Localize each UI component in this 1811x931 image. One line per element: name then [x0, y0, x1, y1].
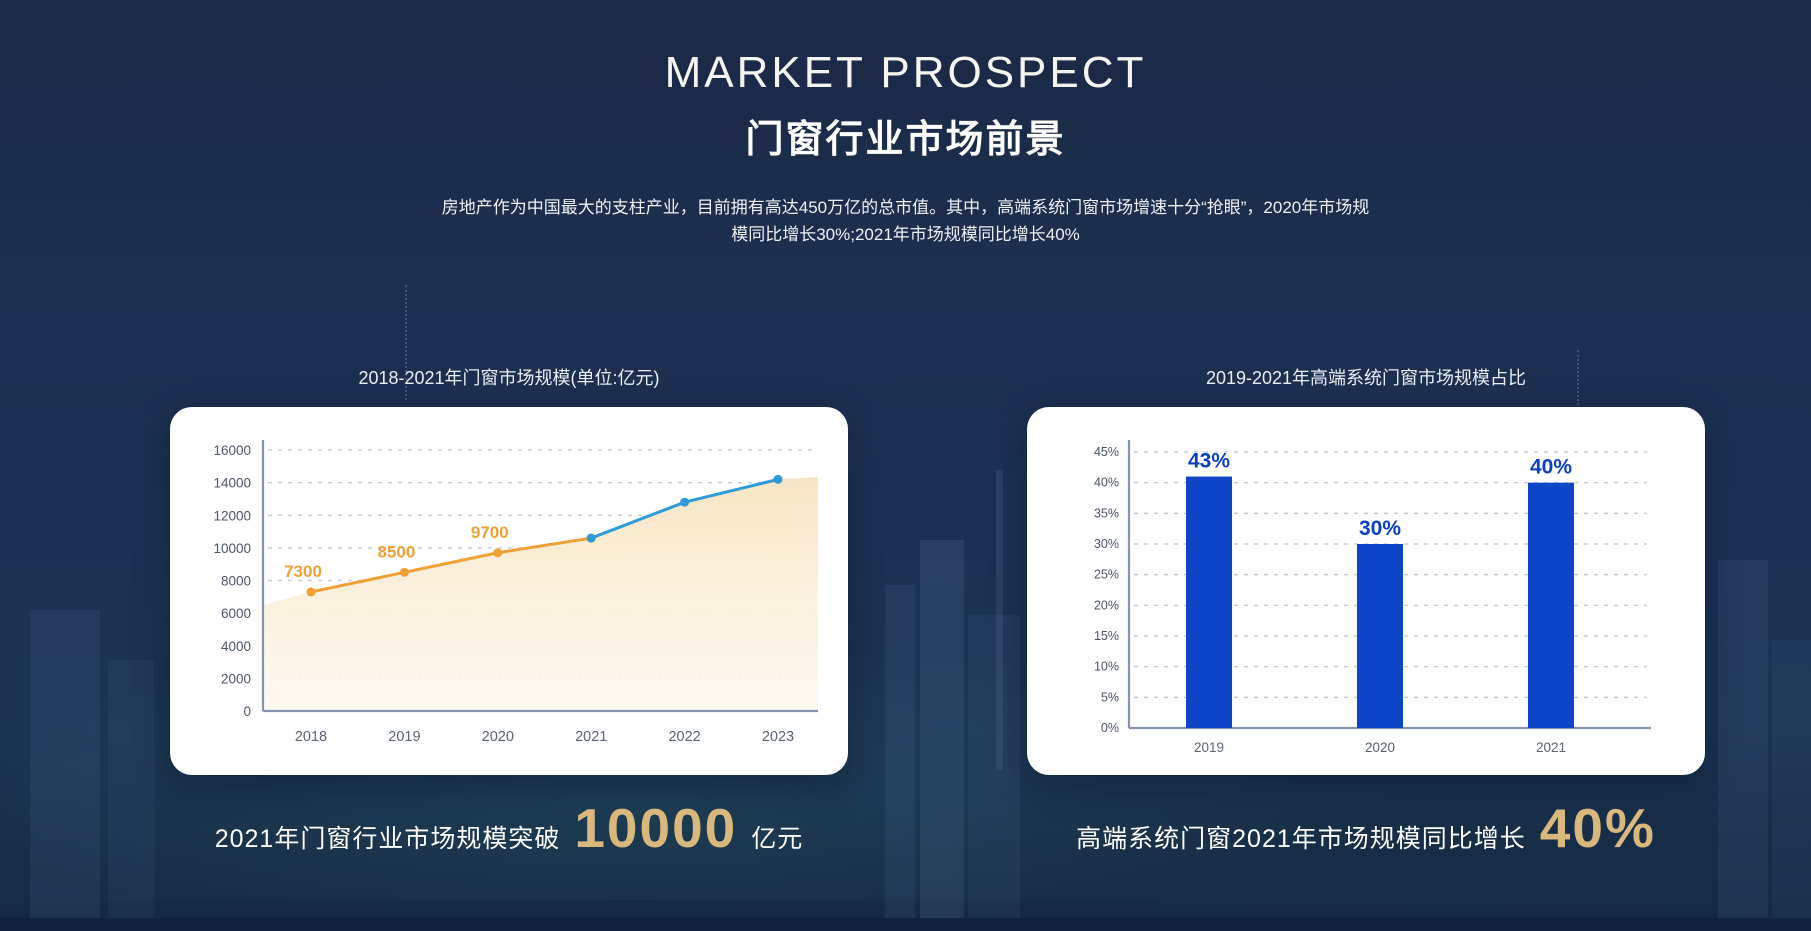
svg-text:8000: 8000 [221, 574, 251, 589]
svg-text:2021: 2021 [1536, 740, 1566, 755]
svg-text:30%: 30% [1359, 517, 1401, 540]
svg-text:2019: 2019 [388, 729, 420, 745]
right-caption-prefix: 高端系统门窗2021年市场规模同比增长 [1076, 825, 1526, 853]
svg-text:2018: 2018 [295, 729, 327, 745]
svg-text:7300: 7300 [284, 562, 322, 581]
section-title-english: MARKET PROSPECT [664, 48, 1147, 97]
svg-text:2022: 2022 [668, 729, 700, 745]
svg-text:9700: 9700 [471, 523, 509, 542]
market-share-bar-chart: 0% 5% 10% 15% 20% 25% 30% 35% 40% 45% 43% 2019 30% 20… [1094, 440, 1651, 755]
svg-text:45%: 45% [1094, 445, 1119, 459]
svg-text:35%: 35% [1094, 506, 1119, 520]
svg-text:20%: 20% [1094, 598, 1119, 612]
svg-text:2020: 2020 [482, 729, 514, 745]
svg-text:0%: 0% [1101, 721, 1119, 735]
svg-text:2020: 2020 [1365, 740, 1395, 755]
left-caption: 2021年门窗行业市场规模突破 10000 亿元 [170, 796, 848, 876]
bar-chart-card: 0% 5% 10% 15% 20% 25% 30% 35% 40% 45% 43% 2019 30% 20… [1027, 407, 1705, 775]
svg-text:4000: 4000 [221, 639, 251, 654]
svg-text:0: 0 [243, 704, 251, 719]
svg-text:5%: 5% [1101, 690, 1119, 704]
right-caption: 高端系统门窗2021年市场规模同比增长 40% [1027, 796, 1705, 876]
svg-text:10000: 10000 [213, 541, 251, 556]
bar-chart-title: 2019-2021年高端系统门窗市场规模占比 [1205, 368, 1527, 388]
left-caption-prefix: 2021年门窗行业市场规模突破 [214, 825, 561, 853]
bottom-edge-strip [0, 918, 1811, 931]
line-chart-card: 0 2000 4000 6000 8000 10000 12000 14000 16000 730… [170, 407, 848, 775]
svg-text:15%: 15% [1094, 629, 1119, 643]
svg-text:2000: 2000 [221, 671, 251, 686]
svg-text:2019: 2019 [1194, 740, 1224, 755]
svg-text:14000: 14000 [213, 476, 251, 491]
right-caption-value: 40% [1539, 797, 1656, 859]
left-caption-value: 10000 [574, 797, 738, 859]
svg-text:10%: 10% [1094, 660, 1119, 674]
svg-text:6000: 6000 [221, 606, 251, 621]
svg-text:30%: 30% [1094, 537, 1119, 551]
line-chart-title: 2018-2021年门窗市场规模(单位:亿元) [358, 368, 660, 388]
svg-text:8500: 8500 [377, 542, 415, 561]
svg-text:2021: 2021 [575, 729, 607, 745]
market-size-line-chart: 0 2000 4000 6000 8000 10000 12000 14000 16000 730… [213, 440, 818, 745]
svg-text:43%: 43% [1188, 450, 1230, 473]
description-line-1: 房地产作为中国最大的支柱产业，目前拥有高达450万亿的总市值。其中，高端系统门窗… [441, 198, 1370, 217]
section-description: 房地产作为中国最大的支柱产业，目前拥有高达450万亿的总市值。其中，高端系统门窗… [0, 194, 1811, 248]
svg-text:16000: 16000 [213, 443, 251, 458]
svg-text:12000: 12000 [213, 508, 251, 523]
section-title-chinese: 门窗行业市场前景 [745, 119, 1066, 161]
svg-text:25%: 25% [1094, 568, 1119, 582]
svg-text:40%: 40% [1530, 456, 1572, 479]
left-caption-suffix: 亿元 [751, 825, 804, 853]
svg-text:40%: 40% [1094, 476, 1119, 490]
description-line-2: 模同比增长30%;2021年市场规模同比增长40% [731, 225, 1080, 244]
svg-text:2023: 2023 [762, 729, 794, 745]
